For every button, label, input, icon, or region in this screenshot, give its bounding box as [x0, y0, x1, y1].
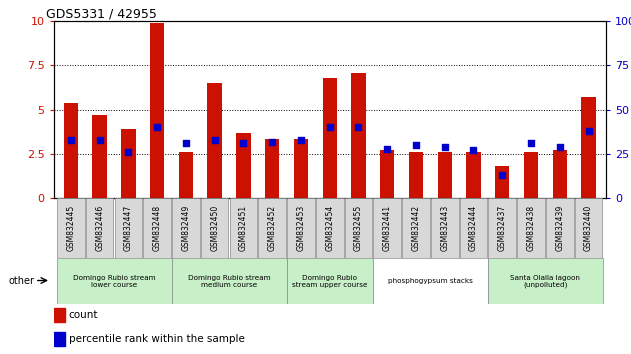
Bar: [294, 139, 308, 198]
FancyBboxPatch shape: [287, 198, 315, 258]
FancyBboxPatch shape: [286, 258, 373, 304]
Bar: [121, 129, 136, 198]
Text: percentile rank within the sample: percentile rank within the sample: [69, 334, 245, 344]
Text: GSM832440: GSM832440: [584, 205, 593, 251]
Text: GSM832452: GSM832452: [268, 205, 276, 251]
Point: [209, 137, 220, 143]
FancyBboxPatch shape: [57, 258, 172, 304]
Text: GSM832443: GSM832443: [440, 205, 449, 251]
Bar: [236, 133, 251, 198]
Text: count: count: [69, 310, 98, 320]
Point: [468, 148, 478, 153]
Text: GDS5331 / 42955: GDS5331 / 42955: [45, 7, 156, 20]
Point: [66, 137, 76, 143]
Bar: [150, 23, 164, 198]
Bar: [524, 152, 538, 198]
Point: [584, 128, 594, 134]
FancyBboxPatch shape: [402, 198, 430, 258]
Bar: [409, 152, 423, 198]
Text: GSM832450: GSM832450: [210, 205, 219, 251]
Bar: [351, 73, 365, 198]
Point: [267, 139, 277, 144]
Point: [152, 125, 162, 130]
FancyBboxPatch shape: [201, 198, 228, 258]
FancyBboxPatch shape: [488, 198, 516, 258]
FancyBboxPatch shape: [374, 198, 401, 258]
Point: [526, 141, 536, 146]
Point: [411, 142, 421, 148]
Text: Domingo Rubio stream
medium course: Domingo Rubio stream medium course: [188, 275, 270, 288]
FancyBboxPatch shape: [575, 198, 603, 258]
FancyBboxPatch shape: [459, 198, 487, 258]
Bar: [265, 139, 280, 198]
Text: GSM832439: GSM832439: [555, 205, 564, 251]
FancyBboxPatch shape: [258, 198, 286, 258]
Point: [123, 149, 133, 155]
Point: [440, 144, 450, 150]
Bar: [380, 150, 394, 198]
FancyBboxPatch shape: [86, 198, 114, 258]
FancyBboxPatch shape: [143, 198, 171, 258]
Text: phosphogypsum stacks: phosphogypsum stacks: [388, 279, 473, 284]
Text: GSM832453: GSM832453: [297, 205, 305, 251]
Bar: [322, 78, 337, 198]
Text: GSM832442: GSM832442: [411, 205, 420, 251]
FancyBboxPatch shape: [115, 198, 142, 258]
Bar: [64, 103, 78, 198]
Text: GSM832438: GSM832438: [526, 205, 536, 251]
Point: [497, 172, 507, 178]
Text: GSM832441: GSM832441: [383, 205, 392, 251]
Bar: [495, 166, 509, 198]
Bar: [581, 97, 596, 198]
Text: GSM832451: GSM832451: [239, 205, 248, 251]
Bar: [466, 152, 481, 198]
Bar: [93, 115, 107, 198]
Bar: [54, 332, 65, 346]
Text: other: other: [8, 275, 34, 286]
Point: [296, 137, 306, 143]
Text: GSM832445: GSM832445: [66, 205, 75, 251]
Bar: [208, 83, 222, 198]
FancyBboxPatch shape: [488, 258, 603, 304]
FancyBboxPatch shape: [345, 198, 372, 258]
Text: Domingo Rubio
stream upper course: Domingo Rubio stream upper course: [292, 275, 367, 288]
Point: [555, 144, 565, 150]
Text: GSM832448: GSM832448: [153, 205, 162, 251]
FancyBboxPatch shape: [546, 198, 574, 258]
Point: [353, 125, 363, 130]
FancyBboxPatch shape: [316, 198, 343, 258]
Bar: [553, 150, 567, 198]
Bar: [437, 152, 452, 198]
FancyBboxPatch shape: [431, 198, 459, 258]
Point: [239, 141, 249, 146]
Point: [181, 141, 191, 146]
Text: GSM832447: GSM832447: [124, 205, 133, 251]
Bar: [54, 308, 65, 322]
FancyBboxPatch shape: [517, 198, 545, 258]
Point: [95, 137, 105, 143]
Text: GSM832444: GSM832444: [469, 205, 478, 251]
Text: Santa Olalla lagoon
(unpolluted): Santa Olalla lagoon (unpolluted): [510, 275, 581, 288]
Text: GSM832449: GSM832449: [182, 205, 191, 251]
Text: GSM832455: GSM832455: [354, 205, 363, 251]
Text: GSM832437: GSM832437: [498, 205, 507, 251]
FancyBboxPatch shape: [172, 198, 200, 258]
Text: GSM832446: GSM832446: [95, 205, 104, 251]
Bar: [179, 152, 193, 198]
FancyBboxPatch shape: [230, 198, 257, 258]
Text: Domingo Rubio stream
lower course: Domingo Rubio stream lower course: [73, 275, 155, 288]
Point: [382, 146, 392, 152]
FancyBboxPatch shape: [373, 258, 488, 304]
Point: [324, 125, 334, 130]
Text: GSM832454: GSM832454: [325, 205, 334, 251]
FancyBboxPatch shape: [172, 258, 286, 304]
FancyBboxPatch shape: [57, 198, 85, 258]
